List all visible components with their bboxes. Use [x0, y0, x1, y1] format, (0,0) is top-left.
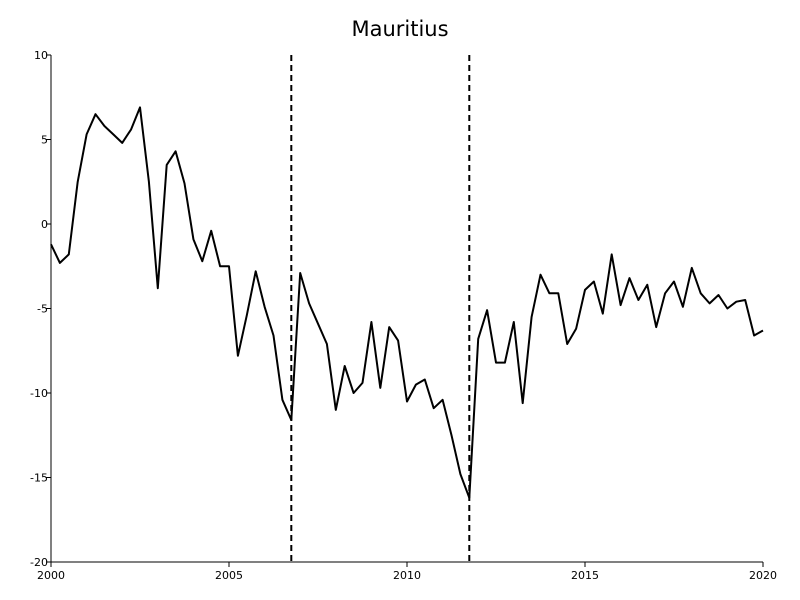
x-tick-label: 2000	[37, 569, 65, 582]
series-group	[50, 106, 764, 499]
y-tick-label: -15	[30, 472, 48, 485]
x-axis-ticks: 2000 2005 2010 2015 2020	[37, 562, 777, 582]
x-tick-label: 2005	[215, 569, 243, 582]
y-tick-label: -10	[30, 387, 48, 400]
y-axis-ticks: -20 -15 -10 -5 0 5 10	[30, 49, 51, 569]
x-tick-label: 2015	[571, 569, 599, 582]
x-tick-label: 2020	[749, 569, 777, 582]
y-tick-label: -5	[37, 303, 48, 316]
y-tick-label: 10	[34, 49, 48, 62]
x-tick-label: 2010	[393, 569, 421, 582]
reference-lines	[290, 55, 471, 562]
y-tick-label: 5	[41, 134, 48, 147]
series-line	[50, 106, 764, 499]
y-tick-label: 0	[41, 218, 48, 231]
chart-title: Mauritius	[351, 17, 448, 41]
y-tick-label: -20	[30, 556, 48, 569]
